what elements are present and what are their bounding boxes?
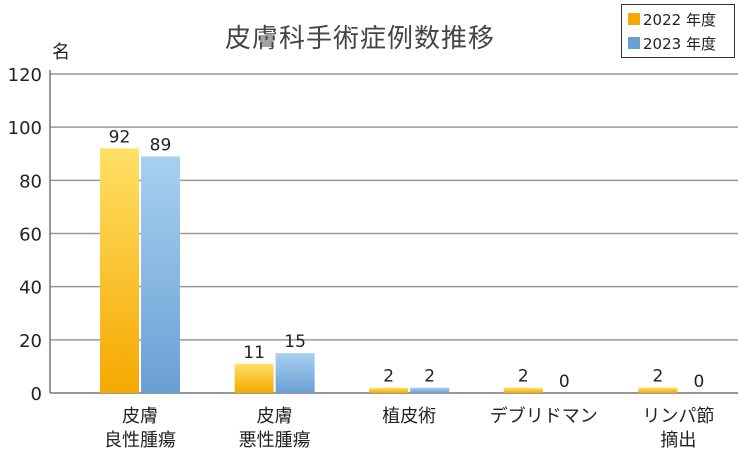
x-tick-label: デブリドマン (490, 405, 598, 427)
x-tick-label: リンパ節 (642, 406, 714, 427)
legend: 2022 年度 2023 年度 (621, 4, 735, 58)
data-label-2023-4: 0 (693, 372, 704, 392)
bar-2022-2 (369, 387, 409, 393)
y-tick-label: 20 (19, 331, 42, 352)
data-label-2022-1: 11 (243, 343, 265, 363)
data-label-2022-3: 2 (518, 367, 529, 387)
y-tick-label: 120 (8, 65, 42, 86)
y-axis-label: 名 (52, 42, 70, 63)
data-label-2022-4: 2 (652, 367, 663, 387)
x-tick-label: 皮膚 (257, 406, 293, 427)
data-label-2022-2: 2 (383, 367, 394, 387)
legend-swatch-2023 (628, 37, 640, 49)
data-label-2023-0: 89 (150, 135, 172, 155)
x-tick-label: 良性腫瘍 (104, 430, 176, 451)
legend-item-2022: 2022 年度 (628, 8, 716, 30)
chart-title: 皮膚科手術症例数推移 (224, 24, 495, 54)
legend-label-2023: 2023 年度 (643, 34, 716, 53)
bar-2022-0 (100, 148, 139, 393)
x-tick-label: 悪性腫瘍 (239, 430, 311, 451)
bar-2023-2 (410, 387, 450, 393)
y-tick-label: 100 (8, 118, 42, 139)
bar-2023-1 (275, 353, 315, 393)
y-tick-label: 40 (19, 278, 42, 299)
legend-label-2022: 2022 年度 (643, 10, 716, 29)
legend-swatch-2022 (628, 13, 640, 25)
legend-item-2023: 2023 年度 (628, 32, 716, 54)
data-label-2023-1: 15 (284, 332, 306, 352)
bar-2023-0 (141, 156, 180, 393)
bars (100, 148, 678, 393)
bar-2022-1 (234, 363, 274, 393)
y-tick-label: 60 (19, 225, 42, 246)
data-label-2022-0: 92 (109, 127, 131, 147)
data-label-2023-2: 2 (424, 367, 435, 387)
bar-2022-3 (503, 387, 543, 393)
y-tick-label: 0 (31, 384, 42, 405)
data-label-2023-3: 0 (559, 372, 570, 392)
bar-2022-4 (638, 387, 678, 393)
x-tick-label: 植皮術 (382, 406, 436, 427)
x-tick-label: 摘出 (660, 430, 696, 451)
x-tick-label: 皮膚 (122, 406, 158, 427)
y-tick-label: 80 (19, 171, 42, 192)
